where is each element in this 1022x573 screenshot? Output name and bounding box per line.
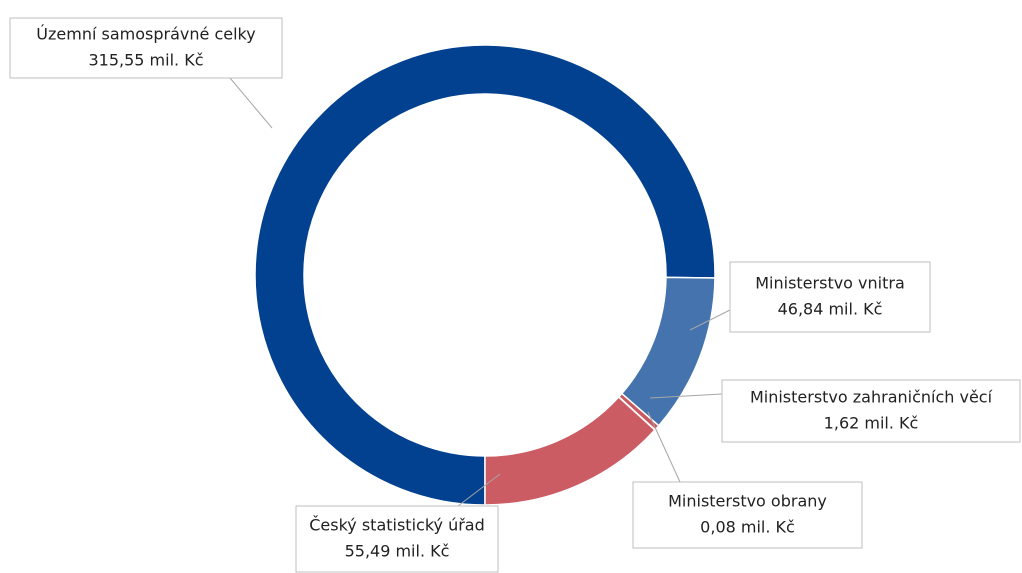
- label-box: [632, 481, 863, 549]
- value-label: 46,84 mil. Kč: [778, 300, 883, 319]
- label-box: [721, 379, 1021, 443]
- value-label: 315,55 mil. Kč: [88, 51, 203, 70]
- slice: [484, 395, 656, 506]
- slice-label: Ministerstvo vnitra: [755, 274, 905, 293]
- label-box: [295, 505, 499, 573]
- leader-line: [647, 411, 681, 483]
- leader-line: [229, 77, 273, 129]
- leader-line: [689, 309, 731, 331]
- slice-label: Ministerstvo zahraničních věcí: [750, 388, 993, 407]
- leader-line: [457, 473, 501, 507]
- slice: [620, 276, 716, 427]
- leader-line: [649, 393, 723, 399]
- value-label: 55,49 mil. Kč: [345, 542, 450, 561]
- slice-label: Ministerstvo obrany: [668, 492, 827, 511]
- label-box: [9, 17, 283, 79]
- value-label: 0,08 mil. Kč: [700, 518, 795, 537]
- slice: [254, 44, 716, 506]
- value-label: 1,62 mil. Kč: [824, 414, 919, 433]
- slice-label: Územní samosprávné celky: [36, 25, 255, 44]
- label-box: [729, 261, 931, 333]
- slice-label: Český statistický úřad: [309, 516, 485, 535]
